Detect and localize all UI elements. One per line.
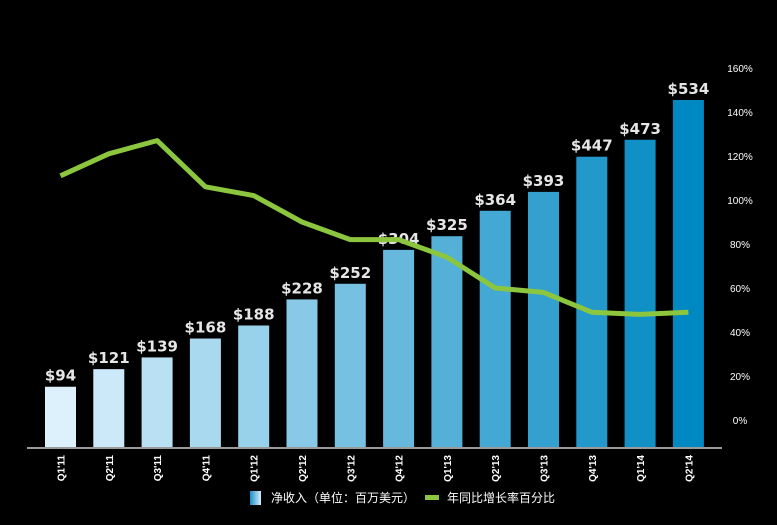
bar-data-labels: $94$121$139$168$188$228$252$304$325$364$… bbox=[45, 80, 709, 385]
bar-data-label: $534 bbox=[668, 80, 710, 98]
bar-data-label: $473 bbox=[619, 120, 661, 138]
x-tick-label: Q3'11 bbox=[153, 455, 164, 482]
bar bbox=[624, 139, 656, 448]
x-axis-ticks: Q1'11 Q2'11 Q3'11 Q4'11 Q1'12 Q2'12 Q3'12 Q4'12… bbox=[57, 455, 696, 482]
bar-data-label: $188 bbox=[233, 305, 275, 323]
bar bbox=[141, 357, 173, 448]
y-tick-label: 120% bbox=[727, 152, 753, 163]
x-tick-label: Q4'13 bbox=[588, 455, 599, 482]
y-tick-label: 20% bbox=[730, 372, 750, 383]
bar bbox=[672, 100, 704, 448]
y-tick-label: 160% bbox=[727, 64, 753, 75]
bar bbox=[431, 236, 463, 448]
bar bbox=[383, 249, 415, 448]
bar-data-label: $252 bbox=[329, 264, 371, 282]
x-tick-label: Q1'14 bbox=[636, 455, 647, 482]
y-tick-label: 140% bbox=[727, 108, 753, 119]
bar-data-label: $325 bbox=[426, 216, 468, 234]
bar-data-label: $121 bbox=[88, 349, 130, 367]
legend-line-label: 年同比增长率百分比 bbox=[447, 491, 556, 505]
x-tick-label: Q3'13 bbox=[540, 455, 551, 482]
legend-line-swatch bbox=[425, 495, 440, 500]
bar-data-label: $94 bbox=[45, 367, 76, 385]
legend: 净收入（单位：百万美元） 年同比增长率百分比 bbox=[250, 489, 555, 506]
bar bbox=[189, 338, 221, 448]
growth-rate-line bbox=[59, 138, 689, 317]
bar-data-label: $139 bbox=[136, 337, 178, 355]
bar bbox=[334, 283, 366, 448]
x-tick-label: Q4'12 bbox=[395, 455, 406, 482]
bar bbox=[238, 325, 270, 448]
x-tick-label: Q1'12 bbox=[250, 455, 261, 482]
x-tick-label: Q2'11 bbox=[105, 455, 116, 482]
x-tick-label: Q4'11 bbox=[201, 455, 212, 482]
x-tick-label: Q1'11 bbox=[57, 455, 68, 482]
y-tick-label: 100% bbox=[727, 196, 753, 207]
bar bbox=[93, 369, 125, 448]
legend-bar-swatch bbox=[250, 490, 261, 505]
bar bbox=[479, 210, 511, 448]
y-tick-label: 80% bbox=[730, 240, 750, 251]
bar bbox=[576, 156, 608, 448]
bar-series bbox=[45, 100, 704, 448]
bar-data-label: $393 bbox=[523, 172, 565, 190]
x-tick-label: Q3'12 bbox=[346, 455, 357, 482]
x-tick-label: Q2'13 bbox=[491, 455, 502, 482]
bar-data-label: $228 bbox=[281, 279, 323, 297]
y-tick-label: 60% bbox=[730, 284, 750, 295]
right-y-axis-ticks: 160% 140% 120% 100% 80% 60% 40% 20% 0% bbox=[727, 64, 753, 427]
x-tick-label: Q2'12 bbox=[298, 455, 309, 482]
x-tick-label: Q1'13 bbox=[443, 455, 454, 482]
bar bbox=[286, 299, 318, 448]
bar bbox=[45, 386, 76, 448]
legend-bar-label: 净收入（单位：百万美元） bbox=[271, 491, 416, 505]
y-tick-label: 0% bbox=[733, 416, 748, 427]
y-tick-label: 40% bbox=[730, 328, 750, 339]
bar-data-label: $364 bbox=[474, 191, 516, 209]
x-tick-label: Q2'14 bbox=[684, 455, 695, 482]
bar bbox=[528, 191, 559, 448]
bar-data-label: $447 bbox=[571, 137, 613, 155]
bar-data-label: $168 bbox=[185, 319, 227, 337]
